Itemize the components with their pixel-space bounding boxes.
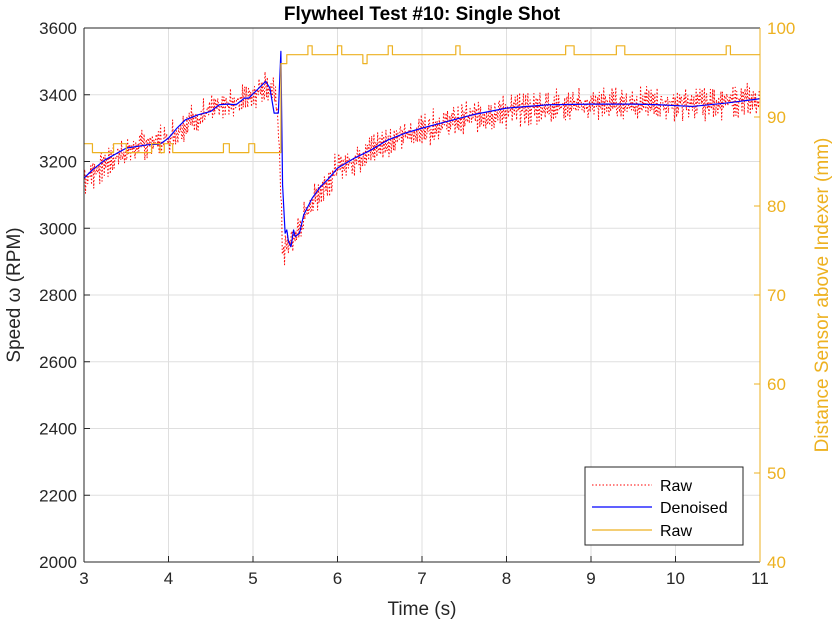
- legend-label-denoised: Denoised: [660, 500, 728, 517]
- legend-box: [584, 466, 744, 546]
- y-right-axis-label: Distance Sensor above Indexer (mm): [812, 138, 833, 453]
- y-right-tick-label: 50: [767, 464, 786, 483]
- x-tick-label: 6: [333, 569, 342, 588]
- x-tick-label: 4: [164, 569, 173, 588]
- legend-label-raw-speed: Raw: [660, 478, 692, 495]
- y-right-tick-label: 80: [767, 197, 786, 216]
- axes: [83, 27, 761, 563]
- y-left-tick-label: 2400: [39, 420, 77, 439]
- chart-title: Flywheel Test #10: Single Shot: [284, 4, 561, 25]
- y-left-tick-label: 3600: [39, 19, 77, 38]
- x-tick-label: 8: [502, 569, 511, 588]
- y-right-tick-label: 40: [767, 553, 786, 572]
- series-layer: [83, 45, 761, 266]
- y-left-tick-label: 2200: [39, 486, 77, 505]
- legend-label-raw-distance: Raw: [660, 523, 692, 540]
- y-left-tick-label: 2600: [39, 353, 77, 372]
- y-left-tick-label: 2800: [39, 286, 77, 305]
- x-tick-label: 11: [751, 569, 769, 588]
- tick-labels: 3 4 5 6 7 8 9 10 11 2000 2200 2400 2600 2800 3000 3200 3…: [39, 19, 795, 588]
- series-line-2: [84, 45, 760, 154]
- x-axis-label: Time (s): [388, 599, 457, 620]
- x-tick-label: 3: [79, 569, 88, 588]
- y-left-tick-label: 3400: [39, 86, 77, 105]
- y-right-tick-label: 100: [767, 19, 795, 38]
- legend: Raw Denoised Raw: [584, 466, 744, 546]
- y-left-axis-label: Speed ω (RPM): [4, 227, 25, 362]
- y-right-tick-label: 60: [767, 375, 786, 394]
- y-right-tick-label: 70: [767, 286, 786, 305]
- y-right-tick-label: 90: [767, 108, 786, 127]
- y-left-tick-label: 2000: [39, 553, 77, 572]
- x-tick-label: 9: [586, 569, 595, 588]
- x-tick-label: 10: [666, 569, 685, 588]
- x-tick-label: 5: [248, 569, 257, 588]
- y-left-tick-label: 3000: [39, 219, 77, 238]
- x-tick-label: 7: [417, 569, 426, 588]
- series-line-1: [83, 50, 761, 248]
- y-left-tick-label: 3200: [39, 153, 77, 172]
